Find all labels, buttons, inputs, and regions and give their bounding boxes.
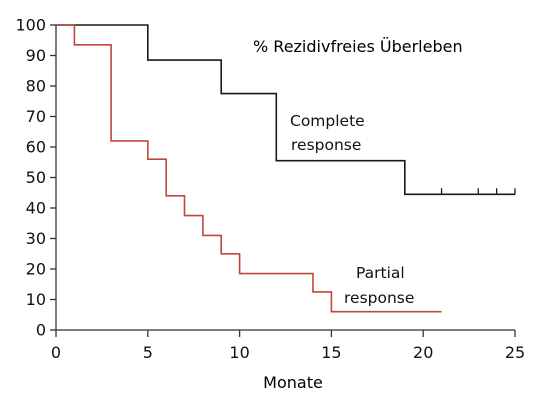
x-tick-label-10: 10 bbox=[229, 343, 249, 362]
y-tick-label-0: 0 bbox=[36, 321, 46, 340]
x-tick-label-15: 15 bbox=[321, 343, 341, 362]
y-tick-label-60: 60 bbox=[26, 138, 46, 157]
series-line-0 bbox=[56, 24, 515, 196]
series-label-complete-line1: Complete bbox=[290, 112, 365, 130]
series-line-1 bbox=[56, 24, 442, 313]
series-label-partial-line2: response bbox=[344, 289, 414, 307]
y-tick-label-30: 30 bbox=[26, 229, 46, 248]
x-tick-label-5: 5 bbox=[143, 343, 153, 362]
x-tick-label-25: 25 bbox=[505, 343, 525, 362]
y-tick-label-100: 100 bbox=[15, 16, 46, 35]
x-tick-label-20: 20 bbox=[413, 343, 433, 362]
x-axis-label: Monate bbox=[263, 373, 323, 392]
y-tick-label-50: 50 bbox=[26, 168, 46, 187]
series-label-complete-line2: response bbox=[291, 136, 361, 154]
x-tick-label-0: 0 bbox=[51, 343, 61, 362]
series-label-partial-line1: Partial bbox=[356, 264, 405, 282]
y-tick-label-70: 70 bbox=[26, 107, 46, 126]
y-tick-label-40: 40 bbox=[26, 199, 46, 218]
y-tick-label-80: 80 bbox=[26, 77, 46, 96]
axes: 0 10 20 30 40 50 60 70 80 90 100 0 5 10 15 20 25 bbox=[15, 16, 525, 363]
series-layer bbox=[56, 24, 516, 313]
chart-title: % Rezidivfreies Überleben bbox=[253, 37, 463, 56]
y-tick-label-10: 10 bbox=[26, 290, 46, 309]
y-tick-label-20: 20 bbox=[26, 260, 46, 279]
y-tick-label-90: 90 bbox=[26, 46, 46, 65]
